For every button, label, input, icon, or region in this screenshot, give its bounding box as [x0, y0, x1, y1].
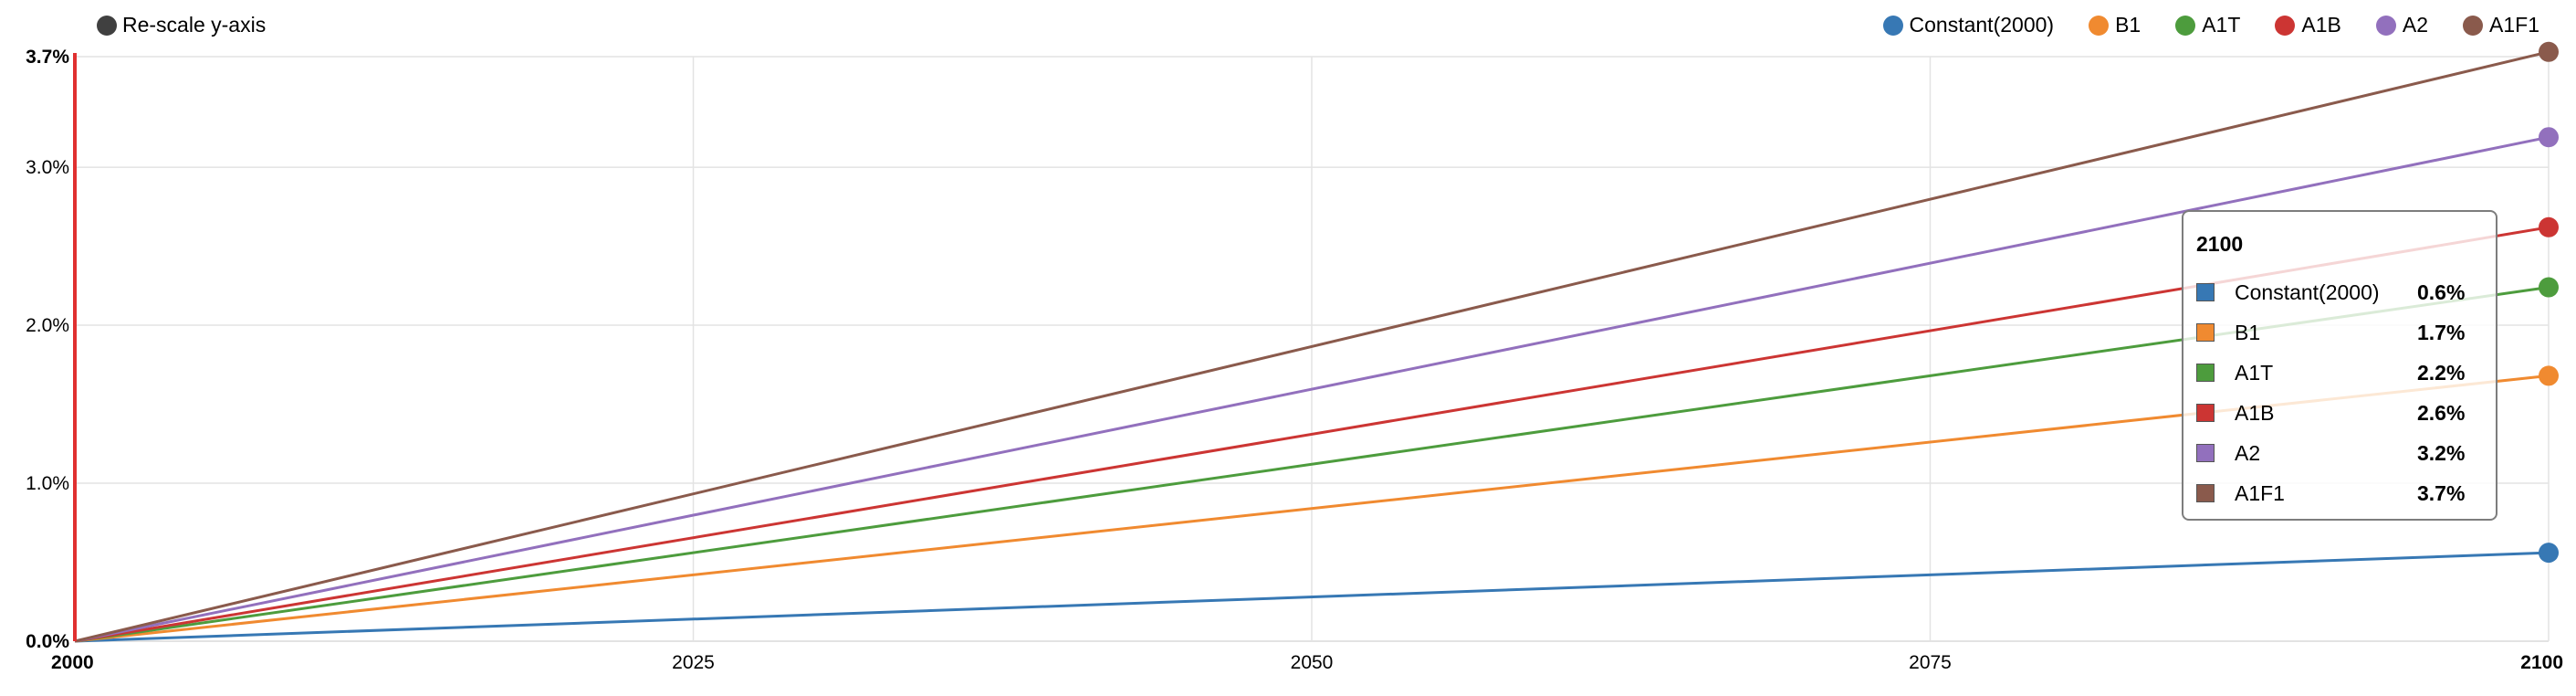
- tooltip-series-name: A2: [2235, 440, 2261, 465]
- legend-dot-icon: [2275, 15, 2296, 36]
- tooltip-row: A2 3.2%: [2196, 433, 2496, 473]
- legend-label: B1: [2115, 13, 2141, 37]
- tooltip-swatch-icon: [2196, 323, 2215, 342]
- tooltip-swatch-icon: [2196, 484, 2215, 502]
- series-end-point: [2539, 41, 2559, 62]
- tooltip-series-name: B1: [2235, 320, 2261, 344]
- tooltip-series-name: A1T: [2235, 360, 2274, 385]
- tooltip-series-value: 1.7%: [2417, 320, 2466, 344]
- series-line: [74, 226, 2550, 643]
- series-line: [74, 135, 2550, 643]
- tooltip-row: B1 1.7%: [2196, 312, 2496, 353]
- tooltip-row: A1T 2.2%: [2196, 353, 2496, 393]
- tooltip-row: Constant(2000) 0.6%: [2196, 272, 2496, 312]
- series-line: [74, 551, 2550, 643]
- tooltip-title: 2100: [2196, 232, 2244, 256]
- tooltip-series-value: 2.2%: [2417, 360, 2466, 385]
- legend-item-a1t[interactable]: A1T: [2175, 13, 2240, 37]
- legend-dot-icon: [2375, 15, 2396, 36]
- legend-dot-icon: [2089, 15, 2110, 36]
- legend-item-a2[interactable]: A2: [2375, 13, 2429, 37]
- tooltip-swatch-icon: [2196, 364, 2215, 382]
- tooltip-swatch-icon: [2196, 283, 2215, 301]
- series-end-point: [2539, 277, 2559, 298]
- legend-dot-icon: [2463, 15, 2484, 36]
- toggle-dot-icon: [97, 15, 117, 36]
- legend-label: A1F1: [2489, 13, 2539, 37]
- x-tick-label: 2025: [672, 652, 715, 673]
- y-tick-label: 1.0%: [26, 473, 69, 494]
- legend-label: A1T: [2202, 13, 2241, 37]
- y-tick-label: 3.0%: [26, 157, 69, 178]
- tooltip-row: A1B 2.6%: [2196, 393, 2496, 433]
- series-end-point: [2539, 543, 2559, 564]
- series-line: [74, 374, 2550, 643]
- tooltip-row: A1F1 3.7%: [2196, 473, 2496, 513]
- series-end-point: [2539, 216, 2559, 237]
- legend-item-a1b[interactable]: A1B: [2275, 13, 2341, 37]
- legend: Constant(2000) B1 A1T A1B A2 A1F1: [1848, 13, 2539, 37]
- y-tick-label: 3.7%: [26, 47, 69, 68]
- x-tick-label: 2000: [51, 652, 94, 673]
- series-line: [74, 286, 2550, 643]
- tooltip-series-value: 3.7%: [2417, 480, 2466, 505]
- x-tick-label: 2050: [1291, 652, 1334, 673]
- tooltip-series-name: A1B: [2235, 400, 2275, 425]
- legend-dot-icon: [1882, 15, 1903, 36]
- legend-label: A2: [2402, 13, 2429, 37]
- legend-dot-icon: [2175, 15, 2196, 36]
- tooltip-series-name: Constant(2000): [2235, 279, 2380, 304]
- rescale-y-axis-toggle[interactable]: Re-scale y-axis: [97, 13, 266, 37]
- series-end-point: [2539, 365, 2559, 386]
- x-tick-label: 2075: [1909, 652, 1952, 673]
- series-end-point: [2539, 127, 2559, 148]
- legend-label: A1B: [2301, 13, 2341, 37]
- tooltip-series-value: 3.2%: [2417, 440, 2466, 465]
- tooltip-series-value: 2.6%: [2417, 400, 2466, 425]
- rescale-label: Re-scale y-axis: [122, 13, 267, 37]
- legend-item-b1[interactable]: B1: [2089, 13, 2141, 37]
- tooltip: 2100 Constant(2000) 0.6% B1 1.7% A1T 2.2…: [2182, 210, 2497, 521]
- legend-label: Constant(2000): [1909, 13, 2055, 37]
- y-tick-label: 2.0%: [26, 315, 69, 336]
- x-tick-label: 2100: [2520, 652, 2563, 673]
- legend-item-a1f1[interactable]: A1F1: [2463, 13, 2539, 37]
- y-tick-label: 0.0%: [26, 631, 69, 652]
- tooltip-swatch-icon: [2196, 404, 2215, 422]
- tooltip-series-value: 0.6%: [2417, 279, 2466, 304]
- tooltip-swatch-icon: [2196, 444, 2215, 462]
- legend-item-constant-2000[interactable]: Constant(2000): [1882, 13, 2055, 37]
- tooltip-series-name: A1F1: [2235, 480, 2285, 505]
- series-line: [74, 50, 2550, 643]
